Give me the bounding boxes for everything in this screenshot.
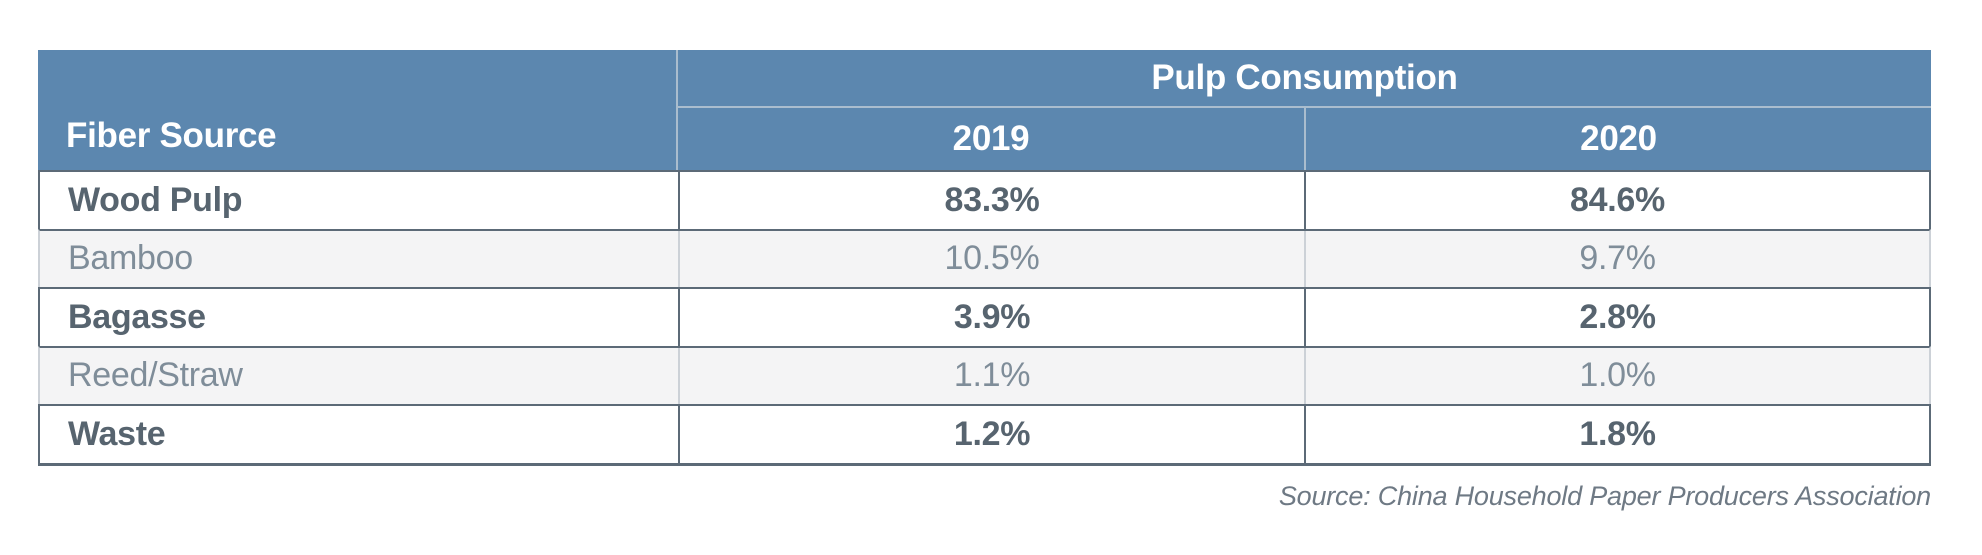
year-2020-label: 2020 bbox=[1580, 119, 1657, 158]
table-row-waste: Waste 1.2% 1.8% bbox=[38, 404, 1931, 463]
row-label-cell: Wood Pulp bbox=[68, 180, 243, 219]
value-2019-cell: 10.5% bbox=[678, 230, 1304, 287]
value-2019-cell: 83.3% bbox=[678, 172, 1304, 229]
table-row-wood-pulp: Wood Pulp 83.3% 84.6% bbox=[38, 170, 1931, 229]
row-label-cell: Bamboo bbox=[68, 239, 193, 278]
pulp-consumption-table: Fiber Source Pulp Consumption 2019 2020 … bbox=[38, 50, 1931, 466]
value-2019-cell: 3.9% bbox=[678, 289, 1304, 346]
column-header-2019: 2019 bbox=[678, 108, 1304, 170]
pulp-consumption-group-header: Pulp Consumption bbox=[678, 50, 1931, 108]
row-label-cell: Bagasse bbox=[68, 297, 206, 336]
value-2020-cell: 1.8% bbox=[1304, 406, 1929, 463]
row-label-cell: Waste bbox=[68, 414, 166, 453]
value-2020-cell: 9.7% bbox=[1304, 230, 1929, 287]
table-body: Wood Pulp 83.3% 84.6% Bamboo 10.5% 9.7% … bbox=[38, 170, 1931, 466]
value-2020-cell: 2.8% bbox=[1304, 289, 1929, 346]
table-row-bagasse: Bagasse 3.9% 2.8% bbox=[38, 287, 1931, 346]
fiber-source-header-label: Fiber Source bbox=[66, 116, 277, 155]
column-header-2020: 2020 bbox=[1304, 108, 1931, 170]
table-row-bamboo: Bamboo 10.5% 9.7% bbox=[38, 228, 1931, 287]
row-label-cell: Reed/Straw bbox=[68, 356, 243, 395]
table-header: Fiber Source Pulp Consumption 2019 2020 bbox=[38, 50, 1931, 170]
value-2019-cell: 1.1% bbox=[678, 347, 1304, 404]
value-2019-cell: 1.2% bbox=[678, 406, 1304, 463]
fiber-source-header: Fiber Source bbox=[38, 50, 678, 170]
year-2019-label: 2019 bbox=[952, 119, 1030, 158]
pulp-consumption-label: Pulp Consumption bbox=[1151, 58, 1458, 97]
value-2020-cell: 1.0% bbox=[1304, 347, 1929, 404]
source-attribution: Source: China Household Paper Producers … bbox=[1278, 481, 1931, 511]
value-2020-cell: 84.6% bbox=[1304, 172, 1929, 229]
table-row-reed-straw: Reed/Straw 1.1% 1.0% bbox=[38, 345, 1931, 404]
